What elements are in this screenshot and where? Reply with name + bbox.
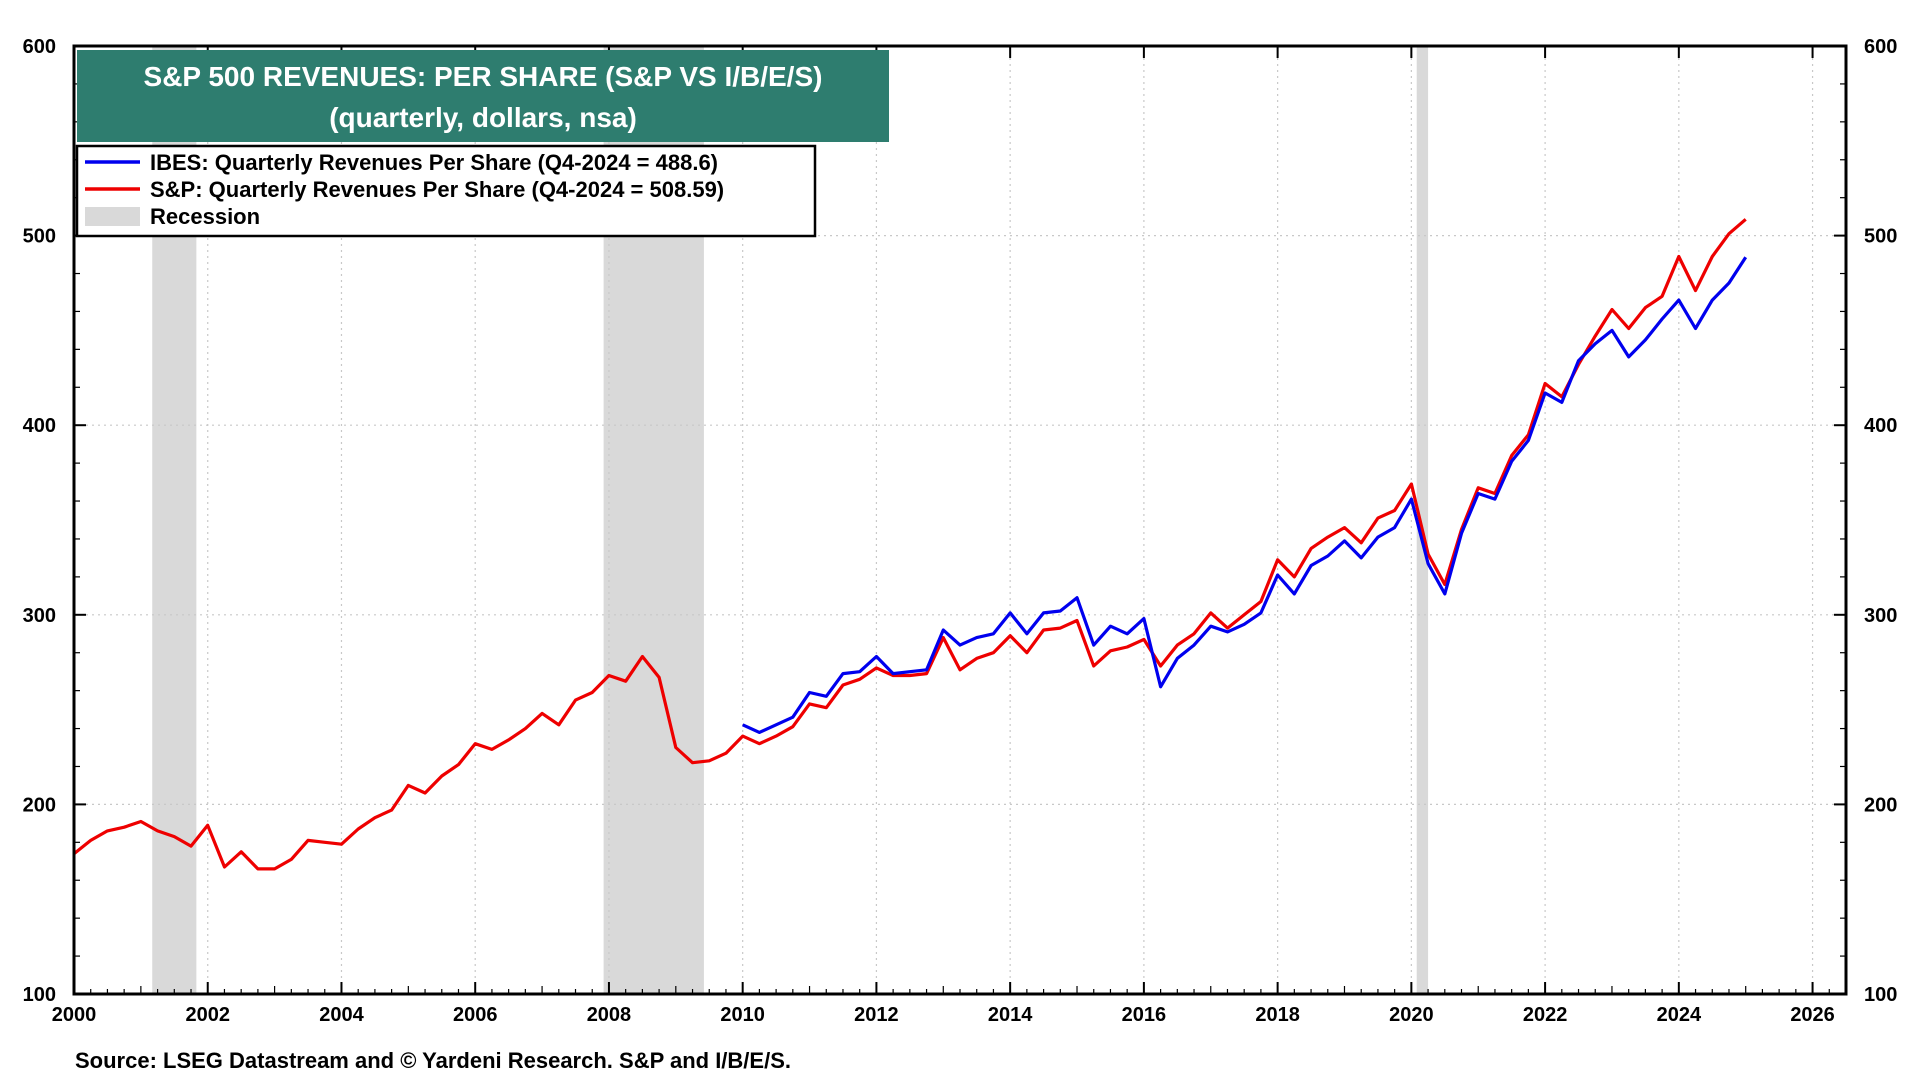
axes: 2000 2002 2004 2006 2008 2010 2012 2014 2016 2018… — [23, 36, 1898, 1026]
legend-recession-swatch — [85, 207, 140, 226]
chart-subtitle: (quarterly, dollars, nsa) — [329, 102, 637, 133]
x-tick-label: 2026 — [1790, 1004, 1835, 1026]
x-tick-label: 2022 — [1523, 1004, 1568, 1026]
x-tick-label: 2014 — [988, 1004, 1033, 1026]
y-tick-label-left: 400 — [23, 415, 56, 437]
y-tick-label-right: 100 — [1864, 984, 1897, 1006]
y-tick-label-right: 600 — [1864, 36, 1897, 58]
series-lines — [73, 218, 1748, 871]
y-tick-label-right: 400 — [1864, 415, 1897, 437]
x-tick-label: 2024 — [1657, 1004, 1702, 1026]
x-tick-label: 2000 — [52, 1004, 97, 1026]
legend: IBES: Quarterly Revenues Per Share (Q4-2… — [75, 144, 817, 238]
source-note: Source: LSEG Datastream and © Yardeni Re… — [75, 1048, 791, 1073]
y-tick-label-right: 200 — [1864, 794, 1897, 816]
y-tick-label-left: 200 — [23, 794, 56, 816]
recession-band — [1416, 46, 1429, 994]
x-tick-label: 2010 — [720, 1004, 765, 1026]
x-tick-label: 2008 — [587, 1004, 632, 1026]
sp-series-line — [73, 218, 1747, 871]
x-tick-label: 2006 — [453, 1004, 498, 1026]
legend-recession-label: Recession — [150, 204, 260, 229]
ibes-series-line — [742, 256, 1748, 735]
x-tick-label: 2012 — [854, 1004, 899, 1026]
title-box: S&P 500 REVENUES: PER SHARE (S&P VS I/B/… — [77, 50, 889, 142]
x-tick-label: 2018 — [1255, 1004, 1300, 1026]
legend-box — [75, 144, 817, 238]
chart-title: S&P 500 REVENUES: PER SHARE (S&P VS I/B/… — [144, 61, 823, 92]
y-tick-label-left: 500 — [23, 226, 56, 248]
y-tick-label-left: 600 — [23, 36, 56, 58]
legend-sp-label: S&P: Quarterly Revenues Per Share (Q4-20… — [150, 177, 724, 202]
x-tick-label: 2016 — [1122, 1004, 1167, 1026]
x-tick-label: 2002 — [185, 1004, 230, 1026]
title-background — [77, 50, 889, 142]
y-tick-label-right: 300 — [1864, 605, 1897, 627]
y-tick-label-left: 100 — [23, 984, 56, 1006]
x-tick-label: 2004 — [319, 1004, 364, 1026]
y-tick-label-left: 300 — [23, 605, 56, 627]
legend-ibes-label: IBES: Quarterly Revenues Per Share (Q4-2… — [150, 150, 718, 175]
x-tick-label: 2020 — [1389, 1004, 1434, 1026]
y-tick-label-right: 500 — [1864, 226, 1897, 248]
